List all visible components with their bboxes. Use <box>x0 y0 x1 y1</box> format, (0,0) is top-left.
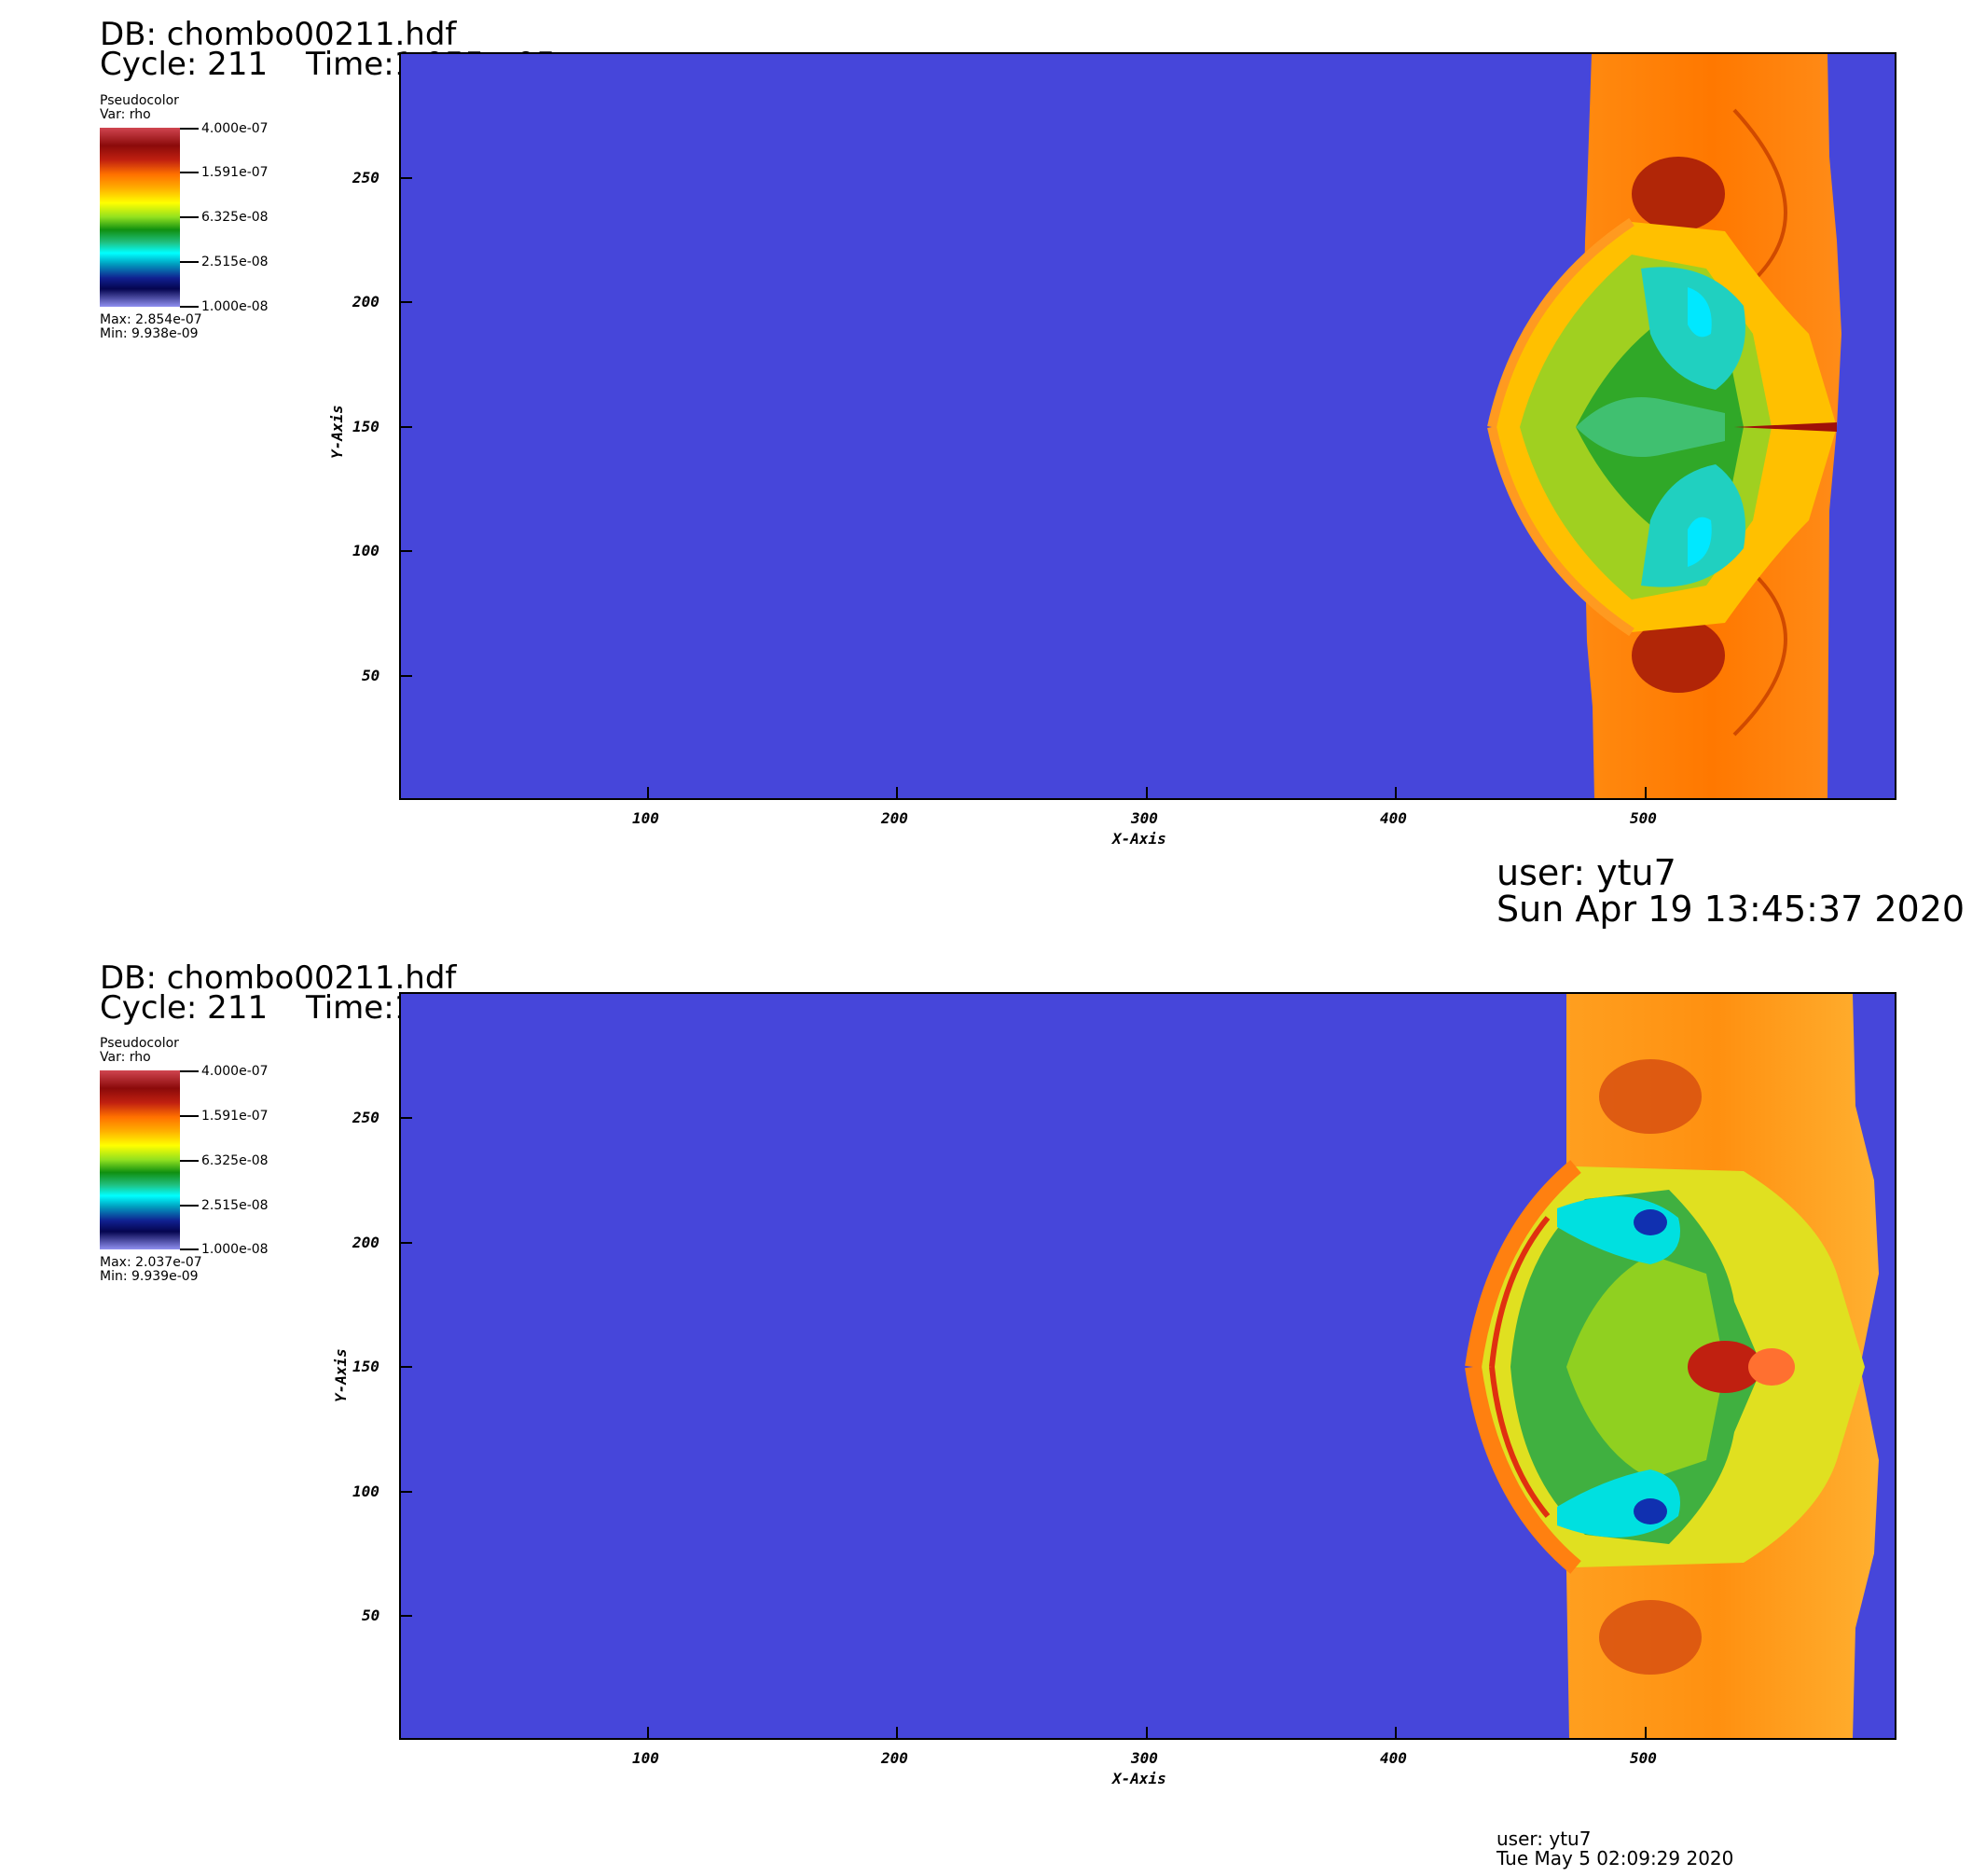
y-axis-label: Y-Axis <box>328 405 346 459</box>
date-label: Sun Apr 19 13:45:37 2020 <box>1496 889 1965 930</box>
density-field <box>1487 54 1841 798</box>
plot-area <box>399 992 1896 1740</box>
y-tick-label: 50 <box>362 1607 380 1624</box>
y-tick-label: 200 <box>352 1234 379 1251</box>
colorbar-tick-label: 4.000e-07 <box>201 121 269 136</box>
colorbar <box>100 1070 180 1249</box>
db-label: DB: chombo00211.hdf <box>100 16 457 53</box>
x-tick-label: 100 <box>632 1749 659 1767</box>
colorbar-tick <box>180 306 199 308</box>
date-label: Tue May 5 02:09:29 2020 <box>1496 1847 1734 1869</box>
y-tick-label: 100 <box>352 1483 379 1500</box>
y-axis-label: Y-Axis <box>332 1348 350 1402</box>
x-axis-label: X-Axis <box>1112 830 1166 848</box>
visit-panel-2: DB: chombo00211.hdf Cycle: 211 Time:1.05… <box>0 938 1986 1876</box>
visit-panel-1: DB: chombo00211.hdf Cycle: 211 Time:1.05… <box>100 16 1965 930</box>
colorbar-tick <box>180 1205 199 1207</box>
colorbar <box>100 128 180 307</box>
y-tick-label: 150 <box>352 1358 379 1375</box>
colorbar-tick-label: 1.591e-07 <box>201 165 269 180</box>
user-label: user: ytu7 <box>1496 1828 1592 1850</box>
axes <box>399 1117 1647 1738</box>
x-tick-label: 100 <box>632 809 659 827</box>
colorbar-tick <box>180 1070 199 1072</box>
y-tick-label: 50 <box>362 667 380 684</box>
axes <box>399 177 1647 798</box>
user-label: user: ytu7 <box>1496 852 1676 893</box>
x-tick-label: 200 <box>881 1749 908 1767</box>
y-tick-label: 250 <box>352 169 379 186</box>
colorbar-tick-label: 6.325e-08 <box>201 1153 269 1168</box>
colorbar-tick-label: 6.325e-08 <box>201 210 269 225</box>
x-tick-label: 300 <box>1131 809 1158 827</box>
colorbar-tick <box>180 1160 199 1162</box>
db-label: DB: chombo00211.hdf <box>100 959 457 997</box>
x-tick-label: 400 <box>1380 1749 1407 1767</box>
min-label: Min: 9.938e-09 <box>100 326 199 341</box>
cycle-label: Cycle: 211 <box>100 989 269 1027</box>
colorbar-tick-label: 1.000e-08 <box>201 1242 269 1257</box>
x-axis-label: X-Axis <box>1112 1770 1166 1787</box>
colorbar-tick <box>180 172 199 173</box>
max-label: Max: 2.037e-07 <box>100 1255 202 1270</box>
colorbar-tick <box>180 261 199 263</box>
cycle-label: Cycle: 211 <box>100 46 269 83</box>
x-tick-label: 500 <box>1630 809 1657 827</box>
colorbar-tick-label: 4.000e-07 <box>201 1064 269 1079</box>
colorbar-tick <box>180 216 199 218</box>
colorbar-tick-label: 2.515e-08 <box>201 1198 269 1213</box>
legend-var: Var: rho <box>100 1050 151 1065</box>
colorbar-tick-label: 1.000e-08 <box>201 299 269 314</box>
y-tick-label: 150 <box>352 418 379 435</box>
y-tick-label: 250 <box>352 1109 379 1126</box>
legend-type: Pseudocolor <box>100 1036 179 1051</box>
colorbar-tick <box>180 128 199 130</box>
x-tick-label: 200 <box>881 809 908 827</box>
x-tick-label: 300 <box>1131 1749 1158 1767</box>
min-label: Min: 9.939e-09 <box>100 1269 199 1284</box>
x-tick-label: 500 <box>1630 1749 1657 1767</box>
colorbar-tick <box>180 1248 199 1250</box>
legend-type: Pseudocolor <box>100 93 179 108</box>
legend-var: Var: rho <box>100 107 151 122</box>
density-field <box>1465 994 1879 1738</box>
colorbar-tick <box>180 1115 199 1117</box>
max-label: Max: 2.854e-07 <box>100 312 202 327</box>
colorbar-tick-label: 1.591e-07 <box>201 1109 269 1124</box>
y-tick-label: 100 <box>352 542 379 559</box>
plot-area <box>399 52 1896 800</box>
x-tick-label: 400 <box>1380 809 1407 827</box>
colorbar-tick-label: 2.515e-08 <box>201 255 269 269</box>
y-tick-label: 200 <box>352 293 379 310</box>
